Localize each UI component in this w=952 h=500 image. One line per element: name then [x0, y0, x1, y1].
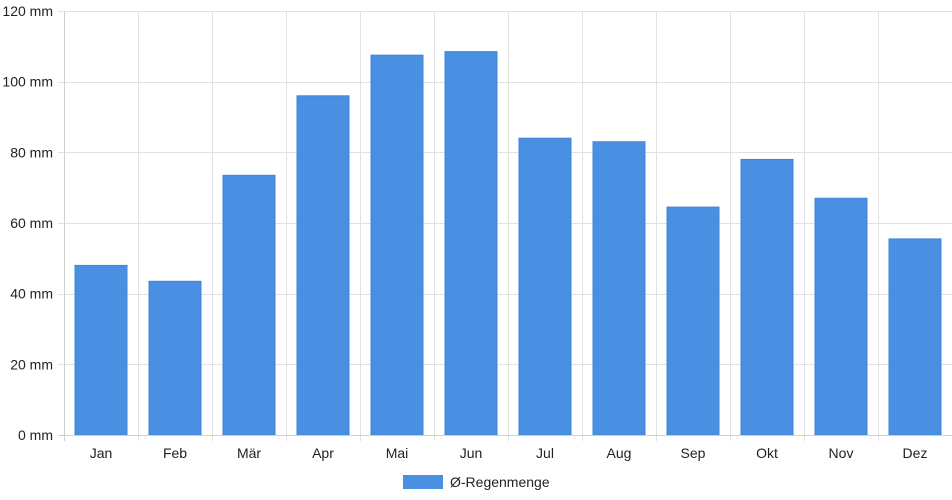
bar-sep[interactable]	[666, 206, 720, 436]
bar-aug[interactable]	[592, 141, 646, 436]
axes	[58, 11, 952, 441]
bar-okt[interactable]	[740, 158, 794, 436]
x-tick-label: Sep	[681, 445, 706, 461]
x-tick-label: Apr	[312, 445, 334, 461]
y-tick-label: 80 mm	[10, 144, 53, 160]
y-tick-label: 20 mm	[10, 356, 53, 372]
bar-dez[interactable]	[888, 238, 942, 436]
legend[interactable]: Ø-Regenmenge	[403, 474, 550, 490]
legend-swatch[interactable]	[403, 475, 443, 489]
x-tick-label: Okt	[756, 445, 778, 461]
bars	[74, 51, 942, 436]
y-axis-ticks: 0 mm 20 mm 40 mm 60 mm 80 mm 100 mm 120 mm	[2, 3, 53, 443]
y-tick-label: 0 mm	[18, 427, 53, 443]
x-tick-label: Feb	[163, 445, 187, 461]
y-tick-label: 60 mm	[10, 215, 53, 231]
bar-jul[interactable]	[518, 137, 572, 436]
bar-feb[interactable]	[148, 280, 202, 436]
x-tick-label: Jan	[90, 445, 113, 461]
y-tick-label: 120 mm	[2, 3, 53, 19]
x-tick-label: Mär	[237, 445, 261, 461]
bar-apr[interactable]	[296, 95, 350, 436]
y-tick-label: 100 mm	[2, 74, 53, 90]
y-tick-label: 40 mm	[10, 286, 53, 302]
bar-nov[interactable]	[814, 197, 868, 436]
x-tick-label: Mai	[386, 445, 409, 461]
x-tick-label: Jul	[536, 445, 554, 461]
x-tick-label: Dez	[903, 445, 928, 461]
bar-jan[interactable]	[74, 264, 128, 436]
legend-label[interactable]: Ø-Regenmenge	[450, 474, 550, 490]
bar-mai[interactable]	[370, 54, 424, 436]
x-tick-label: Aug	[607, 445, 632, 461]
x-tick-label: Jun	[460, 445, 483, 461]
grid	[58, 11, 952, 441]
bar-mär[interactable]	[222, 174, 276, 436]
bar-jun[interactable]	[444, 51, 498, 436]
x-tick-label: Nov	[829, 445, 854, 461]
x-axis-ticks: Jan Feb Mär Apr Mai Jun Jul Aug Sep Okt Nov Dez	[90, 445, 928, 461]
